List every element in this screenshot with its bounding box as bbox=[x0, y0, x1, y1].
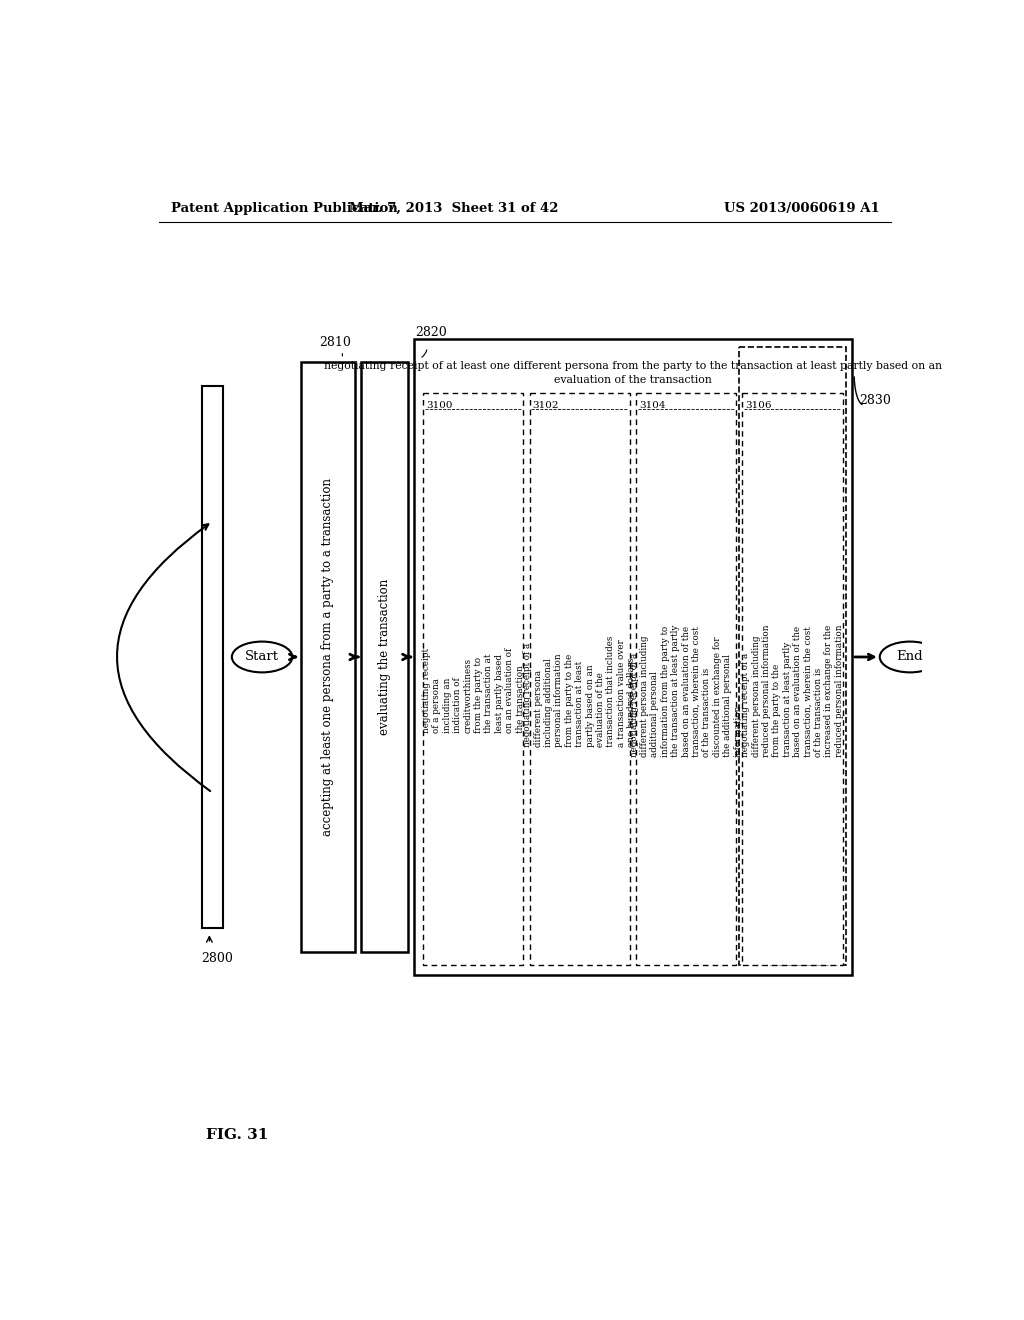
Text: 2830: 2830 bbox=[859, 395, 891, 408]
Text: 2810: 2810 bbox=[319, 335, 351, 348]
Text: 2820: 2820 bbox=[415, 326, 446, 339]
Bar bbox=[738, 347, 847, 965]
Ellipse shape bbox=[231, 642, 292, 672]
Text: 3100: 3100 bbox=[426, 401, 453, 411]
Ellipse shape bbox=[880, 642, 940, 672]
Bar bbox=[742, 393, 843, 965]
Bar bbox=[301, 363, 355, 952]
Text: accepting at least one persona from a party to a transaction: accepting at least one persona from a pa… bbox=[322, 478, 335, 836]
Text: negotiating receipt of a
different persona
including additional
personal informa: negotiating receipt of a different perso… bbox=[523, 635, 636, 747]
Bar bbox=[361, 363, 408, 952]
Text: Patent Application Publication: Patent Application Publication bbox=[171, 202, 397, 215]
Text: End: End bbox=[897, 651, 924, 664]
Text: US 2013/0060619 A1: US 2013/0060619 A1 bbox=[724, 202, 880, 215]
Text: negotiating receipt of a
different persona including
additional personal
informa: negotiating receipt of a different perso… bbox=[630, 624, 742, 758]
Text: evaluation of the transaction: evaluation of the transaction bbox=[554, 375, 712, 385]
Bar bbox=[636, 393, 736, 965]
Text: 2800: 2800 bbox=[202, 952, 233, 965]
Text: FIG. 31: FIG. 31 bbox=[206, 1127, 268, 1142]
Bar bbox=[414, 339, 852, 974]
Text: 3106: 3106 bbox=[745, 401, 772, 411]
Text: 3104: 3104 bbox=[639, 401, 666, 411]
Text: negotiating receipt
of a persona
including an
indication of
creditworthiness
fro: negotiating receipt of a persona includi… bbox=[422, 648, 524, 734]
Text: negotiating receipt of a
different persona including
reduced personal informatio: negotiating receipt of a different perso… bbox=[741, 624, 844, 758]
Text: evaluating the transaction: evaluating the transaction bbox=[378, 579, 391, 735]
Text: negotiating receipt of at least one different persona from the party to the tran: negotiating receipt of at least one diff… bbox=[324, 362, 942, 371]
Bar bbox=[529, 393, 630, 965]
Text: 3102: 3102 bbox=[532, 401, 559, 411]
Text: Start: Start bbox=[245, 651, 280, 664]
Bar bbox=[202, 385, 223, 928]
Bar bbox=[423, 393, 523, 965]
Text: Mar. 7, 2013  Sheet 31 of 42: Mar. 7, 2013 Sheet 31 of 42 bbox=[349, 202, 558, 215]
